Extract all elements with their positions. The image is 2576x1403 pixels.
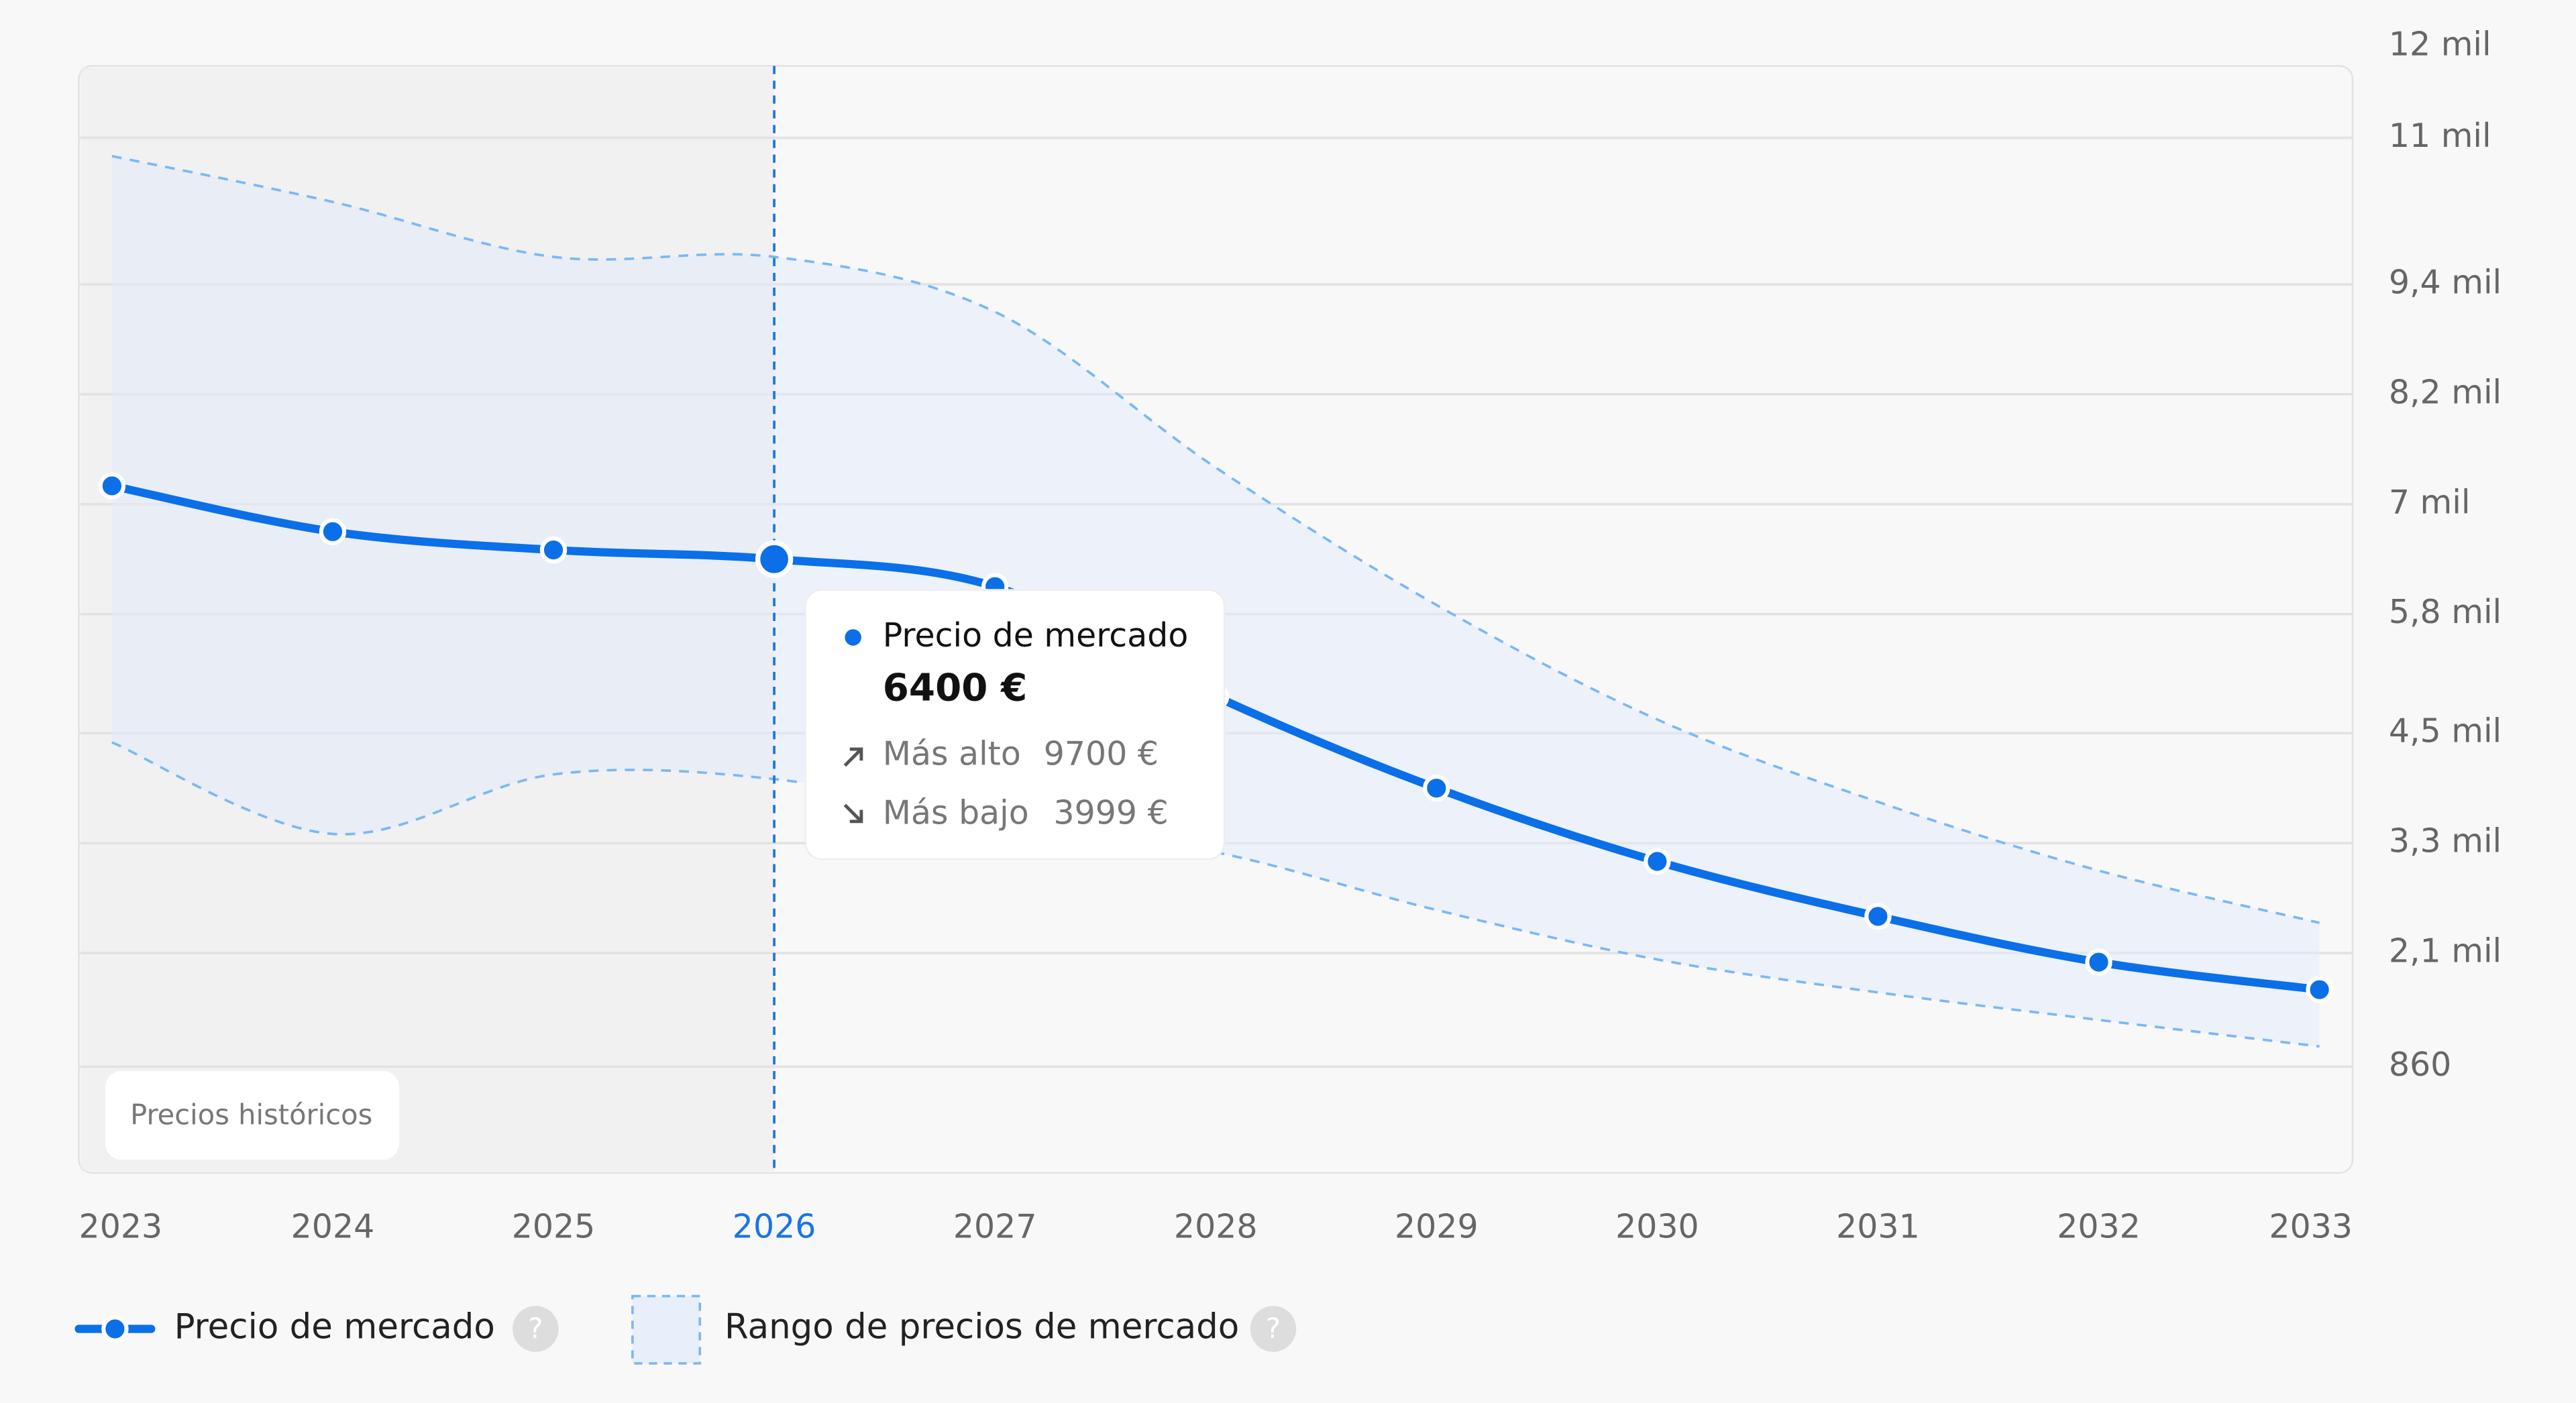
arrow-down	[843, 803, 863, 824]
legend-label: Precio de mercado	[174, 1307, 495, 1347]
y-tick-label: 2,1 mil	[2389, 932, 2502, 970]
help-text: ?	[528, 1312, 543, 1345]
help-text: ?	[1266, 1312, 1281, 1345]
y-tick-label: 4,5 mil	[2389, 712, 2502, 750]
y-tick-label: 7 mil	[2389, 483, 2471, 521]
tooltip-low-label: Más bajo	[883, 793, 1029, 832]
y-tick-label: 8,2 mil	[2389, 373, 2502, 411]
data-point	[2085, 948, 2112, 976]
x-tick-label: 2031	[1836, 1208, 1920, 1246]
help-icon[interactable]	[513, 1306, 559, 1352]
tooltip-high-value: 9700 €	[1044, 734, 1159, 773]
y-tick-label: 9,4 mil	[2389, 263, 2502, 301]
data-point	[98, 472, 126, 500]
data-point	[1864, 903, 1892, 930]
legend-range	[631, 1294, 702, 1365]
data-point	[2306, 976, 2333, 1003]
tooltip-box	[804, 589, 1226, 860]
x-tick-label: 2028	[1174, 1208, 1258, 1246]
tooltip-series: Precio de mercado	[883, 616, 1189, 655]
tooltip-high-label: Más alto	[883, 734, 1021, 773]
x-tick-label: 2026	[733, 1208, 816, 1246]
legend-label: Rango de precios de mercado	[724, 1307, 1239, 1347]
x-tick-label: 2023	[79, 1208, 163, 1246]
x-tick-label: 2032	[2057, 1208, 2141, 1246]
data-point	[1644, 848, 1671, 875]
historical-label: Precios históricos	[130, 1099, 372, 1131]
data-point	[1423, 774, 1450, 802]
x-tick-label: 2029	[1395, 1208, 1479, 1246]
arrow-up	[843, 747, 863, 767]
legend-dot	[101, 1315, 129, 1343]
y-tick-label: 11 mil	[2389, 117, 2491, 155]
x-tick-label: 2033	[2269, 1208, 2353, 1246]
x-tick-label: 2024	[291, 1208, 375, 1246]
historical-badge	[105, 1071, 400, 1160]
y-tick-label: 5,8 mil	[2389, 593, 2502, 631]
x-tick-label: 2027	[953, 1208, 1037, 1246]
x-tick-label: 2025	[512, 1208, 596, 1246]
tooltip-low-value: 3999 €	[1053, 793, 1168, 832]
data-point	[539, 536, 568, 564]
y-tick-label: 3,3 mil	[2389, 822, 2502, 860]
data-point	[755, 540, 794, 578]
x-tick-label: 2030	[1615, 1208, 1699, 1246]
tooltip-dot	[845, 629, 861, 646]
y-tick-label: 12 mil	[2389, 25, 2491, 63]
y-tick-label: 860	[2389, 1046, 2451, 1084]
data-point	[319, 518, 347, 545]
tooltip-value: 6400 €	[883, 666, 1028, 710]
tooltip: Precio de mercado 6400 € Más alto 9700 € Más…	[804, 589, 1226, 860]
help-icon[interactable]	[1250, 1306, 1297, 1352]
